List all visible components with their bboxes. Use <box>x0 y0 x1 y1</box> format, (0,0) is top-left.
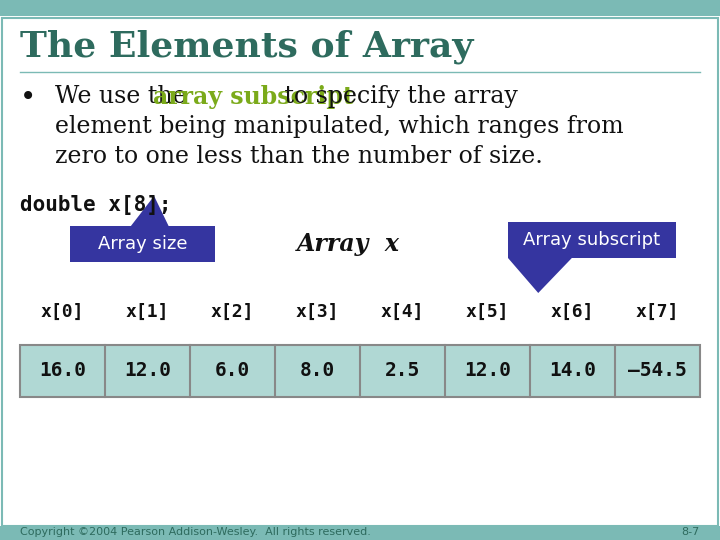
Text: x[3]: x[3] <box>296 303 339 321</box>
Text: x[4]: x[4] <box>381 303 424 321</box>
Text: •: • <box>20 85 36 112</box>
Text: 14.0: 14.0 <box>549 361 596 381</box>
Text: The Elements of Array: The Elements of Array <box>20 30 473 64</box>
Text: to specify the array: to specify the array <box>277 85 518 108</box>
Text: Copyright ©2004 Pearson Addison-Wesley.  All rights reserved.: Copyright ©2004 Pearson Addison-Wesley. … <box>20 527 371 537</box>
Text: 2.5: 2.5 <box>385 361 420 381</box>
Text: Array subscript: Array subscript <box>523 231 660 249</box>
FancyBboxPatch shape <box>70 226 215 262</box>
Text: zero to one less than the number of size.: zero to one less than the number of size… <box>55 145 543 168</box>
Polygon shape <box>508 258 572 293</box>
Text: 8.0: 8.0 <box>300 361 335 381</box>
Polygon shape <box>131 196 168 226</box>
Text: element being manipulated, which ranges from: element being manipulated, which ranges … <box>55 115 624 138</box>
Text: 8-7: 8-7 <box>682 527 700 537</box>
Text: x[6]: x[6] <box>551 303 594 321</box>
Text: 12.0: 12.0 <box>124 361 171 381</box>
FancyBboxPatch shape <box>508 222 676 258</box>
Text: x[5]: x[5] <box>466 303 509 321</box>
Text: x[2]: x[2] <box>211 303 254 321</box>
Text: double x[8];: double x[8]; <box>20 195 171 215</box>
Text: x[7]: x[7] <box>636 303 679 321</box>
Text: array subscript: array subscript <box>153 85 354 109</box>
Bar <box>20 345 700 397</box>
Text: Array size: Array size <box>98 235 187 253</box>
Text: x[1]: x[1] <box>126 303 169 321</box>
Text: 6.0: 6.0 <box>215 361 250 381</box>
Text: 12.0: 12.0 <box>464 361 511 381</box>
Text: x[0]: x[0] <box>41 303 84 321</box>
Text: We use the: We use the <box>55 85 194 108</box>
Text: –54.5: –54.5 <box>628 361 687 381</box>
Text: 16.0: 16.0 <box>39 361 86 381</box>
Bar <box>0 526 720 540</box>
Text: Array  x: Array x <box>297 232 400 256</box>
Bar <box>0 0 720 16</box>
